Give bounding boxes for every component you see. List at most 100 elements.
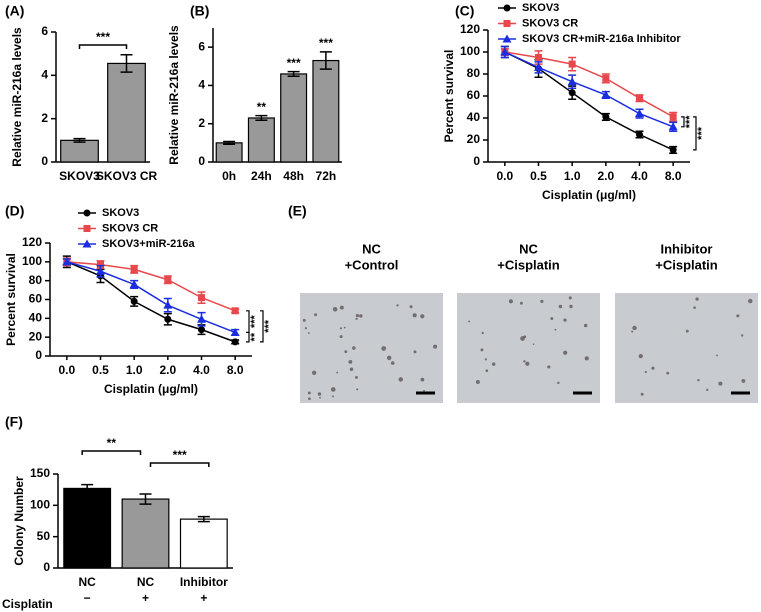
error-bar [223, 140, 236, 145]
y-tick-label: 80 [29, 273, 43, 287]
y-tick-label: 60 [467, 88, 481, 102]
colony [314, 313, 318, 317]
colony [348, 359, 353, 364]
y-tick-label: 2 [198, 116, 205, 130]
y-tick-label: 50 [37, 529, 51, 543]
marker [164, 276, 172, 284]
y-tick-label: 80 [467, 66, 481, 80]
colony [558, 304, 563, 309]
significance: ** [257, 100, 267, 114]
x-tick-label: 0.5 [530, 169, 547, 183]
colony [481, 331, 484, 335]
colony [355, 375, 358, 379]
legend-marker [83, 225, 91, 232]
marker [568, 60, 576, 68]
legend-marker [502, 34, 512, 43]
panel-label: (C) [455, 3, 474, 19]
image-title: NC [519, 241, 538, 256]
x-tick-label: 8.0 [227, 363, 244, 377]
colony [409, 305, 413, 309]
x-axis-label: Cisplatin (μg/ml) [542, 188, 636, 202]
image-title: +Cisplatin [497, 257, 560, 272]
annotation: *** [696, 126, 708, 140]
x-tick-label: 1.0 [564, 169, 581, 183]
colony [339, 305, 344, 310]
bracket [693, 116, 697, 151]
image-title: +Control [345, 257, 399, 272]
annotation: *** [684, 115, 696, 129]
colony [330, 387, 336, 392]
colony [508, 299, 514, 304]
bracket [149, 462, 210, 467]
micrograph [615, 293, 758, 403]
significance: *** [287, 56, 301, 70]
colony [631, 330, 634, 333]
colony [433, 344, 438, 349]
x-tick-label: SKOV3 CR [96, 169, 158, 183]
y-tick-label: 0 [43, 560, 50, 574]
marker [535, 54, 542, 61]
y-tick-label: 100 [22, 254, 42, 268]
colony [332, 306, 338, 312]
colony [695, 297, 699, 301]
colony [547, 365, 551, 369]
legend-label: SKOV3 [102, 207, 139, 219]
x-tick-label: 0.0 [496, 169, 513, 183]
y-tick-label: 40 [467, 110, 481, 124]
row-value: − [84, 591, 91, 605]
colony [420, 377, 425, 382]
marker [129, 279, 139, 288]
y-tick-label: 4 [198, 78, 205, 92]
colony [307, 391, 311, 395]
marker [231, 338, 239, 346]
marker [567, 77, 577, 86]
colony [557, 381, 560, 385]
marker [668, 122, 678, 131]
x-tick-label: Inhibitor [180, 575, 228, 589]
line [504, 51, 674, 118]
error-bar [197, 515, 210, 523]
marker [62, 257, 72, 266]
bracket [246, 310, 250, 334]
x-tick-label: 4.0 [631, 169, 648, 183]
panel-label: (E) [288, 203, 307, 219]
x-tick-label: 72h [316, 169, 337, 183]
bar [179, 518, 228, 569]
x-tick-label: 2.0 [159, 363, 176, 377]
colony [355, 314, 360, 318]
bracket [78, 44, 128, 49]
marker [568, 89, 576, 97]
image-title: +Cisplatin [655, 257, 718, 272]
x-tick-label: NC [78, 575, 96, 589]
bar [63, 487, 112, 569]
colony [468, 320, 471, 323]
colony [317, 392, 322, 396]
annotation: *** [263, 319, 275, 333]
y-tick-label: 2 [41, 111, 48, 125]
colony [644, 370, 647, 374]
colony [568, 296, 572, 300]
colony [396, 304, 399, 307]
marker [500, 47, 510, 56]
colony [336, 371, 339, 374]
marker [669, 113, 677, 121]
x-tick-label: 2.0 [597, 169, 614, 183]
row-value: + [142, 591, 149, 605]
colony [532, 343, 535, 345]
micrograph [457, 293, 600, 403]
marker [198, 326, 205, 334]
colony [563, 318, 567, 322]
marker [163, 300, 173, 309]
y-tick-label: 20 [467, 132, 481, 146]
colony [381, 346, 387, 351]
marker [636, 131, 643, 138]
marker [636, 94, 643, 102]
y-tick-label: 100 [30, 498, 50, 512]
colony [736, 314, 740, 318]
error-bar [120, 54, 133, 73]
panel-label: (B) [190, 3, 209, 19]
bar [121, 498, 170, 569]
y-axis-label: Colony Number [12, 476, 26, 566]
line [504, 51, 674, 128]
